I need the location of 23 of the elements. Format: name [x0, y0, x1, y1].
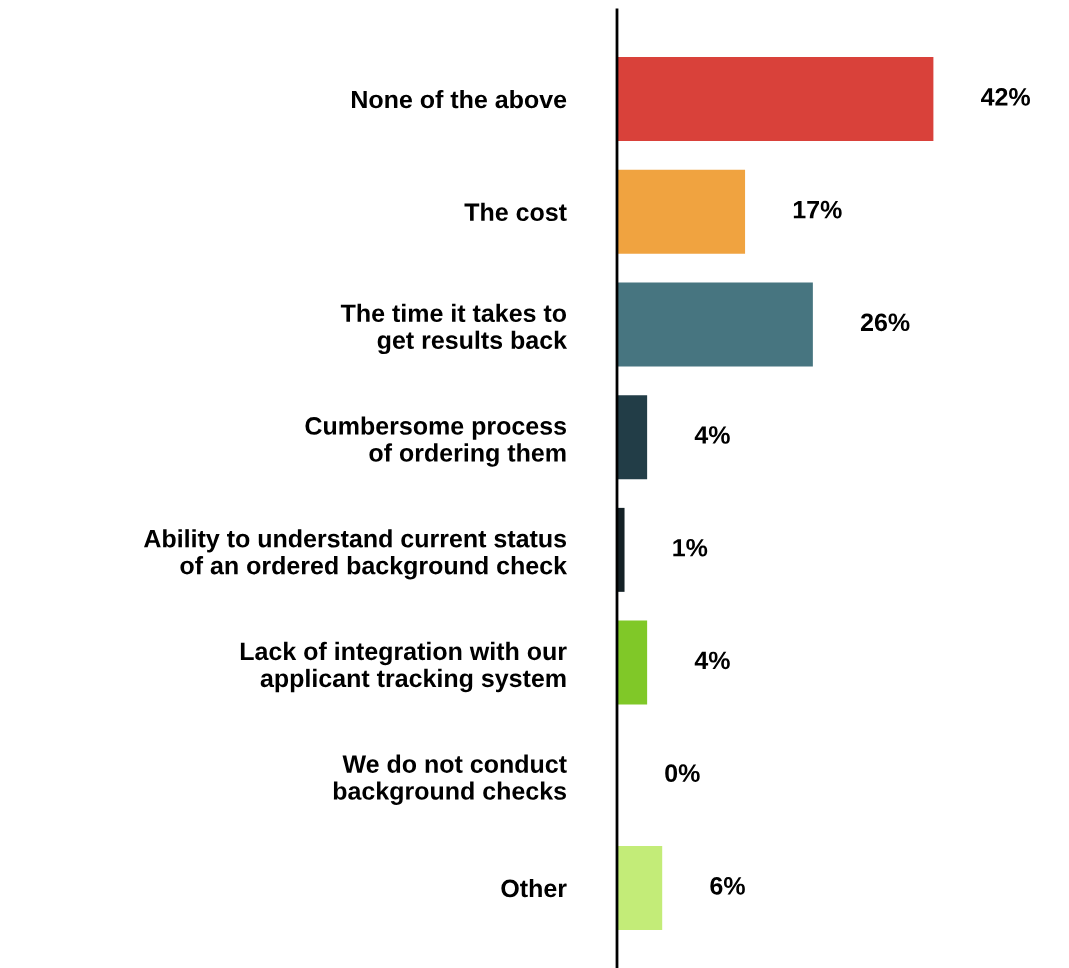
y-tick-label: Other: [501, 878, 567, 898]
y-tick-label: Ability to understand current status of an ordered background check: [144, 529, 568, 580]
data-label: 17%: [793, 200, 842, 219]
bar: [617, 620, 648, 705]
data-label: 4%: [694, 651, 730, 670]
y-tick-label: We do not conduct background checks: [333, 754, 567, 805]
bar: [617, 169, 746, 254]
data-label: 42%: [981, 88, 1030, 106]
data-label: 1%: [673, 538, 708, 557]
bar: [617, 507, 625, 592]
data-label: 4%: [694, 426, 730, 444]
y-tick-label: None of the above: [352, 89, 567, 109]
bar: [617, 846, 663, 930]
y-tick-label: Cumbersome process of ordering them: [305, 416, 566, 467]
y-tick-label: The time it takes to get results back: [340, 303, 568, 355]
bar: [617, 395, 648, 480]
data-label: 26%: [860, 313, 910, 332]
data-label: 0%: [665, 764, 700, 782]
bar: [617, 282, 813, 367]
bar: [617, 57, 934, 142]
data-label: 6%: [710, 876, 745, 895]
y-tick-label: Lack of integration with our applicant tracking system: [240, 641, 567, 693]
y-tick-label: The cost: [464, 202, 567, 222]
